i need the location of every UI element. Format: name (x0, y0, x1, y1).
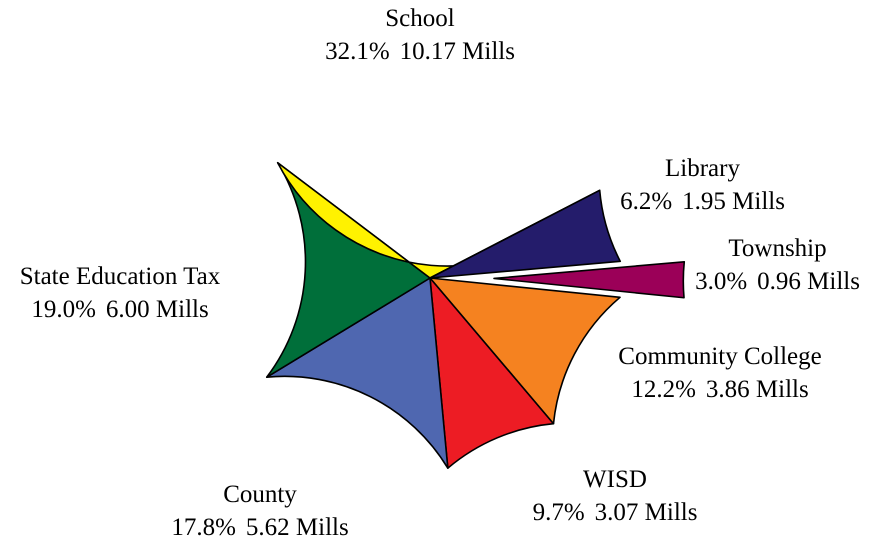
label-township-mills: 0.96 Mills (757, 268, 860, 295)
pie-slice-wisd (429, 277, 555, 469)
pie-slice-community-college (429, 277, 621, 425)
label-county-name: County (223, 481, 297, 508)
label-community-college-name: Community College (618, 343, 822, 370)
label-state-education-tax-mills: 6.00 Mills (105, 296, 209, 323)
label-school-name: School (385, 5, 455, 32)
label-county-percent: 17.8% (171, 514, 236, 541)
label-county: County 17.8% 5.62 Mills (140, 478, 380, 544)
pie-slice-state-education-tax (265, 161, 431, 378)
label-wisd-mills: 3.07 Mills (594, 499, 698, 526)
label-township-name: Township (728, 235, 827, 262)
label-library: Library 6.2% 1.95 Mills (570, 152, 835, 218)
label-state-education-tax: State Education Tax 19.0% 6.00 Mills (0, 260, 240, 326)
label-wisd-name: WISD (583, 466, 647, 493)
pie-slice-county (265, 277, 449, 469)
label-community-college-percent: 12.2% (631, 376, 696, 403)
pie-slice-township (493, 261, 686, 299)
label-wisd: WISD 9.7% 3.07 Mills (500, 463, 730, 529)
label-school-percent: 32.1% (325, 38, 390, 65)
label-community-college: Community College 12.2% 3.86 Mills (595, 340, 845, 406)
label-library-percent: 6.2% (620, 188, 673, 215)
pie-slice-library (429, 189, 622, 279)
label-township-percent: 3.0% (695, 268, 748, 295)
label-township: Township 3.0% 0.96 Mills (680, 232, 875, 298)
label-wisd-percent: 9.7% (532, 499, 585, 526)
label-state-education-tax-name: State Education Tax (19, 263, 221, 290)
label-school-mills: 10.17 Mills (399, 38, 515, 65)
label-library-mills: 1.95 Mills (682, 188, 785, 215)
label-state-education-tax-percent: 19.0% (31, 296, 96, 323)
label-library-name: Library (665, 155, 740, 182)
label-county-mills: 5.62 Mills (245, 514, 349, 541)
label-school: School 32.1% 10.17 Mills (270, 2, 570, 68)
label-community-college-mills: 3.86 Mills (705, 376, 809, 403)
